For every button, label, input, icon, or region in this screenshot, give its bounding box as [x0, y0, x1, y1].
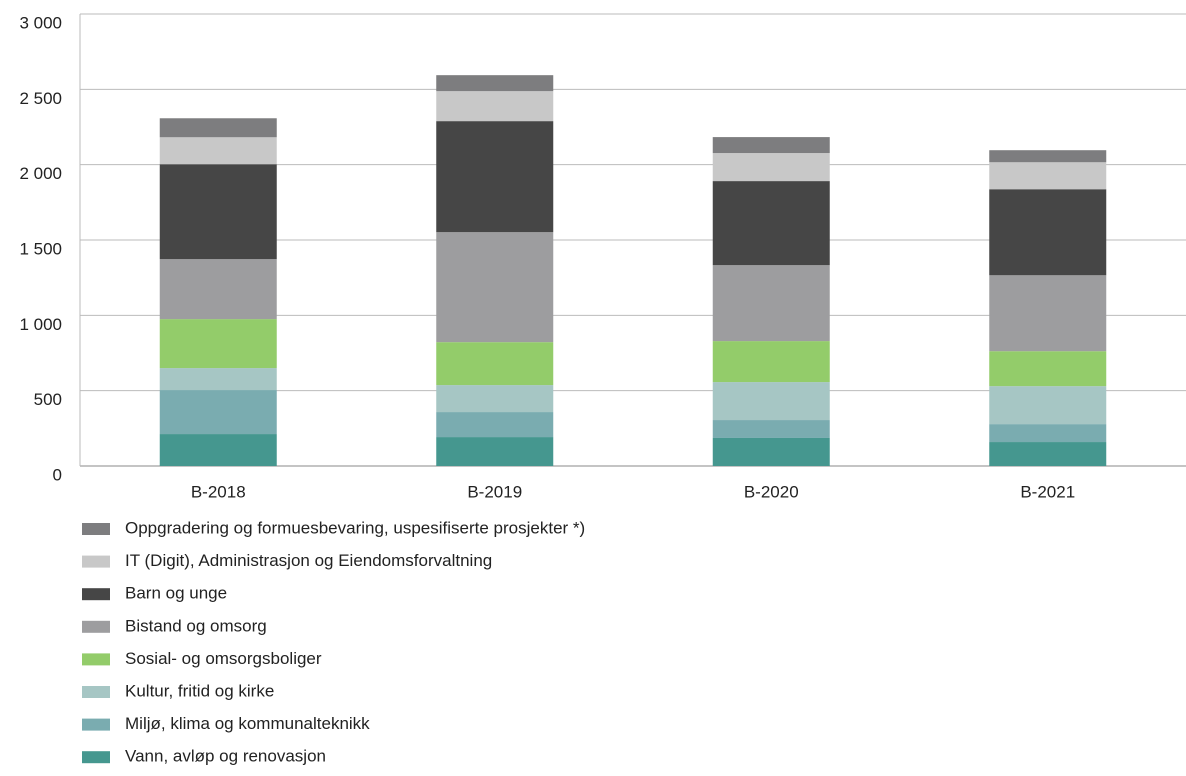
- bar-segment: [159, 137, 277, 165]
- y-tick-label: 0: [53, 465, 62, 484]
- bar-segment: [159, 164, 277, 260]
- bar-segment: [436, 385, 554, 413]
- bar-segment: [436, 75, 554, 92]
- bar-segment: [712, 181, 830, 266]
- legend-label: Kultur, fritid og kirke: [125, 681, 274, 700]
- y-tick-label: 1 000: [19, 315, 62, 334]
- bar-segment: [436, 232, 554, 343]
- legend-swatch: [82, 620, 110, 633]
- bar-segment: [159, 259, 277, 320]
- y-tick-label: 500: [34, 390, 62, 409]
- bar-segment: [989, 351, 1107, 387]
- bar-segment: [436, 121, 554, 233]
- bar-segment: [436, 91, 554, 122]
- x-tick-label: B-2020: [744, 482, 799, 501]
- y-tick-label: 1 500: [19, 239, 62, 258]
- legend-swatch: [82, 718, 110, 731]
- legend-label: Sosial- og omsorgsboliger: [125, 649, 322, 668]
- y-tick-label: 2 000: [19, 164, 62, 183]
- legend-label: Barn og unge: [125, 584, 227, 603]
- bar-segment: [436, 437, 554, 466]
- legend-swatch: [82, 686, 110, 698]
- bar-segment: [989, 189, 1107, 276]
- bar-segment: [712, 382, 830, 421]
- x-tick-label: B-2019: [467, 482, 522, 501]
- bar-segment: [159, 319, 277, 369]
- bar-segment: [159, 434, 277, 466]
- bar-segment: [712, 137, 830, 154]
- bar-segment: [712, 265, 830, 342]
- y-tick-label: 3 000: [19, 13, 62, 32]
- bar-segment: [989, 162, 1107, 190]
- bar-segment: [989, 442, 1107, 466]
- bar-segment: [436, 412, 554, 438]
- bar-segment: [712, 420, 830, 438]
- x-tick-label: B-2021: [1020, 482, 1075, 501]
- bar-segment: [159, 390, 277, 435]
- bar-segment: [989, 424, 1107, 443]
- bar-segment: [989, 275, 1107, 352]
- legend-label: Oppgradering og formuesbevaring, uspesif…: [125, 518, 585, 537]
- legend-swatch: [82, 751, 110, 764]
- bar-segment: [712, 341, 830, 383]
- legend-swatch: [82, 555, 110, 568]
- x-tick-label: B-2018: [191, 482, 246, 501]
- bar-segment: [159, 368, 277, 391]
- bar-segment: [436, 342, 554, 386]
- bar-segment: [712, 437, 830, 466]
- bar-segment: [712, 153, 830, 182]
- legend-label: IT (Digit), Administrasjon og Eiendomsfo…: [125, 551, 492, 570]
- bar-segment: [989, 386, 1107, 425]
- legend-label: Bistand og omsorg: [125, 616, 267, 635]
- legend-swatch: [82, 523, 110, 535]
- legend-swatch: [82, 653, 110, 666]
- legend-swatch: [82, 588, 110, 601]
- legend-label: Miljø, klima og kommunalteknikk: [125, 714, 370, 733]
- legend-label: Vann, avløp og renovasjon: [125, 747, 326, 766]
- bar-segment: [989, 150, 1107, 163]
- y-tick-label: 2 500: [19, 89, 62, 108]
- bar-segment: [159, 118, 277, 138]
